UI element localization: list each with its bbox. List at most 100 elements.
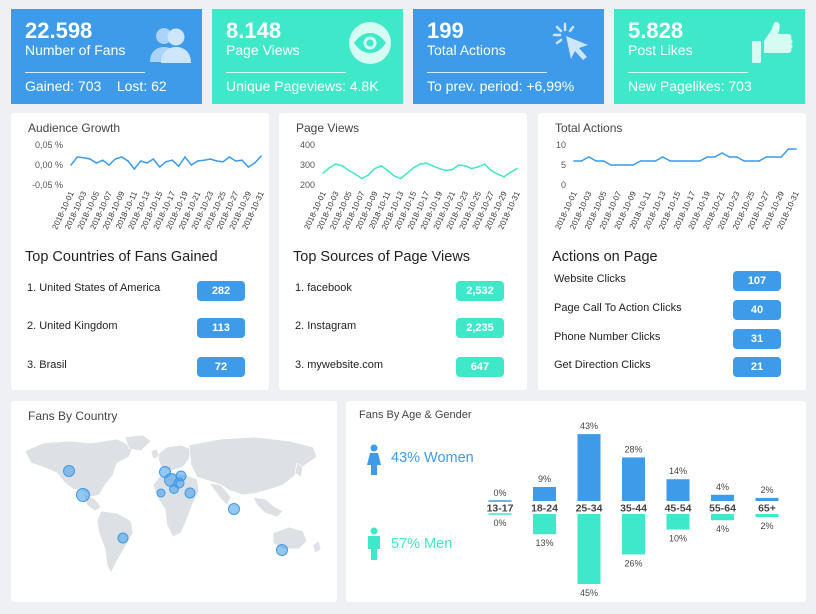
data-point (470, 167, 473, 170)
category-label: 13-17 (487, 503, 514, 515)
card-actions: Total Actions 10 5 0 2018-10-01 2018-10-03 20… (538, 113, 806, 390)
data-point (222, 161, 224, 163)
data-point (684, 160, 686, 162)
data-point (234, 160, 237, 162)
bar-men (577, 514, 601, 584)
list-item: Phone Number Clicks (554, 331, 661, 343)
kpi-value: 8.148 (226, 18, 282, 43)
section-title: Actions on Page (552, 249, 658, 265)
data-label-men: 26% (624, 558, 642, 568)
kpi-likes: 5.828 Post Likes New Pagelikes: 703 (614, 9, 805, 104)
data-point (76, 156, 79, 158)
data-point (380, 165, 382, 167)
data-point (209, 158, 212, 160)
data-point (247, 166, 250, 168)
list-item: 1. United States of America (27, 282, 161, 294)
kpi-sub: To prev. period: +6,99% (427, 78, 575, 94)
value-badge: 21 (733, 357, 781, 377)
data-point (795, 148, 797, 150)
data-point (203, 159, 205, 161)
data-point (152, 158, 155, 160)
data-point (654, 160, 657, 162)
data-point (699, 160, 701, 162)
data-point (70, 164, 72, 166)
list-item: 2. United Kingdom (27, 320, 118, 332)
data-point (241, 159, 243, 161)
list-item: 3. Brasil (27, 359, 67, 371)
data-point (190, 164, 193, 166)
data-point (348, 169, 350, 172)
data-point (588, 156, 590, 158)
kpi-actions: 199 Total Actions To prev. period: +6,99… (413, 9, 604, 104)
data-point (139, 160, 142, 162)
data-point (743, 160, 745, 162)
data-point (669, 160, 671, 162)
y-tick-label: 0,00 % (35, 160, 63, 170)
map-bubble (117, 532, 129, 544)
world-map (24, 434, 322, 574)
value-badge: 107 (733, 271, 781, 291)
data-label-men: 2% (760, 521, 773, 531)
female-icon (367, 444, 381, 475)
women-share: 43% Women (391, 450, 474, 466)
list-item: Website Clicks (554, 273, 626, 285)
data-point (736, 156, 738, 158)
men-share: 57% Men (391, 536, 453, 552)
bar-women (533, 487, 556, 501)
category-label: 65+ (758, 503, 776, 515)
data-point (639, 160, 642, 162)
divider (25, 72, 145, 73)
data-label-men: 0% (493, 518, 506, 528)
category-label: 25-34 (576, 503, 603, 515)
category-label: 55-64 (709, 503, 736, 515)
data-point (573, 160, 575, 162)
data-point (451, 168, 454, 171)
data-point (445, 169, 447, 172)
data-point (133, 168, 136, 170)
data-point (177, 165, 180, 167)
kpi-label: Number of Fans (25, 42, 126, 58)
map-bubbles (63, 465, 288, 556)
data-point (595, 160, 597, 162)
value-badge: 647 (456, 357, 504, 377)
bar-men (533, 514, 556, 535)
y-tick-label: 400 (300, 140, 315, 150)
data-point (399, 177, 402, 180)
eye-icon (349, 22, 391, 64)
data-point (477, 166, 479, 168)
data-point (758, 160, 760, 162)
chart-title: Audience Growth (28, 121, 121, 135)
bar-women (711, 494, 734, 501)
data-label-women: 43% (580, 421, 598, 431)
data-point (773, 156, 775, 158)
data-point (101, 159, 104, 161)
kpi-sub: Gained: 703 Lost: 62 (25, 78, 167, 94)
data-point (228, 156, 231, 158)
kpi-pageviews: 8.148 Page Views Unique Pageviews: 4.8K (212, 9, 403, 104)
card-audience: Audience Growth 0,05 % 0,00 % -0,05 % 2018-… (11, 113, 269, 390)
male-icon (368, 527, 380, 560)
data-label-men: 4% (716, 524, 729, 534)
data-point (184, 156, 186, 158)
chart-title: Total Actions (555, 121, 623, 135)
page-views-chart: 4003002002018-10-012018-10-032018-10-052… (300, 140, 522, 231)
map-bubble (63, 465, 75, 477)
list-item: Page Call To Action Clicks (554, 302, 682, 314)
data-point (158, 166, 161, 168)
y-tick-label: 5 (561, 160, 566, 170)
series-line (322, 162, 518, 180)
data-point (165, 161, 167, 163)
data-point (647, 160, 649, 162)
series-line (70, 155, 262, 171)
users-icon (150, 28, 191, 63)
bar-women (755, 497, 779, 501)
data-point (215, 160, 218, 162)
data-label-men: 13% (535, 538, 553, 548)
data-point (464, 165, 467, 167)
data-point (373, 167, 376, 170)
data-point (490, 169, 492, 172)
data-label-women: 14% (669, 466, 687, 476)
data-point (676, 160, 679, 162)
y-tick-label: 300 (300, 160, 315, 170)
bar-men (666, 514, 690, 530)
